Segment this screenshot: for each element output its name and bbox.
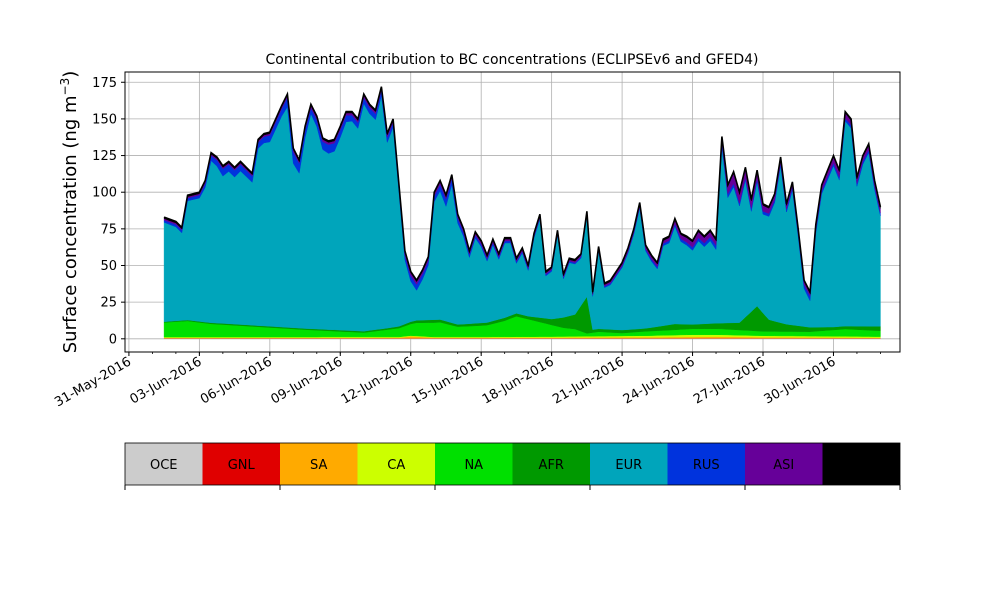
legend-label-oce: OCE — [150, 458, 178, 473]
legend-swatch-oce — [125, 443, 203, 485]
legend-label-rus: RUS — [693, 458, 720, 473]
y-tick-label: 150 — [92, 112, 117, 127]
legend-swatch-sa — [280, 443, 358, 485]
legend-frame — [124, 442, 901, 486]
legend-label-eur: EUR — [615, 458, 642, 473]
legend-swatch-ca — [357, 443, 435, 485]
plot-frame — [124, 71, 901, 353]
legend-label-na: NA — [464, 458, 483, 473]
y-axis-label: Surface concentration (ng m−3) — [58, 71, 81, 354]
y-tick-label: 50 — [100, 259, 117, 274]
legend-swatch-eur — [590, 443, 668, 485]
legend-label-aus: AUS — [848, 458, 875, 473]
total-line — [163, 86, 882, 295]
legend-swatch-afr — [512, 443, 590, 485]
stacked-areas — [163, 86, 882, 340]
legend-swatch-gnl — [202, 443, 280, 485]
y-axis-label-main: Surface concentration (ng m — [60, 95, 81, 353]
legend-label-ca: CA — [387, 458, 405, 473]
y-tick-label: 25 — [100, 296, 117, 311]
y-axis-label-sup: −3 — [58, 78, 72, 96]
legend-label-afr: AFR — [539, 458, 564, 473]
legend-label-gnl: GNL — [228, 458, 256, 473]
colorbar-legend: OCE GNL SA CA NA AFR EUR RUS ASI AUS — [124, 442, 901, 490]
y-axis-label-close: ) — [60, 71, 81, 78]
legend-swatch-na — [435, 443, 513, 485]
y-tick-label: 125 — [92, 149, 117, 164]
legend-label-sa: SA — [310, 458, 327, 473]
legend-swatch-asi — [745, 443, 823, 485]
y-tick-label: 175 — [92, 76, 117, 91]
y-tick-label: 0 — [109, 332, 117, 347]
chart-title: Continental contribution to BC concentra… — [266, 52, 759, 68]
legend-label-asi: ASI — [773, 458, 794, 473]
legend-swatch-aus — [822, 443, 900, 485]
legend-swatch-rus — [667, 443, 745, 485]
y-axis: 0 25 50 75 100 125 150 175 — [92, 76, 125, 347]
y-tick-label: 75 — [100, 222, 117, 237]
y-tick-label: 100 — [92, 186, 117, 201]
